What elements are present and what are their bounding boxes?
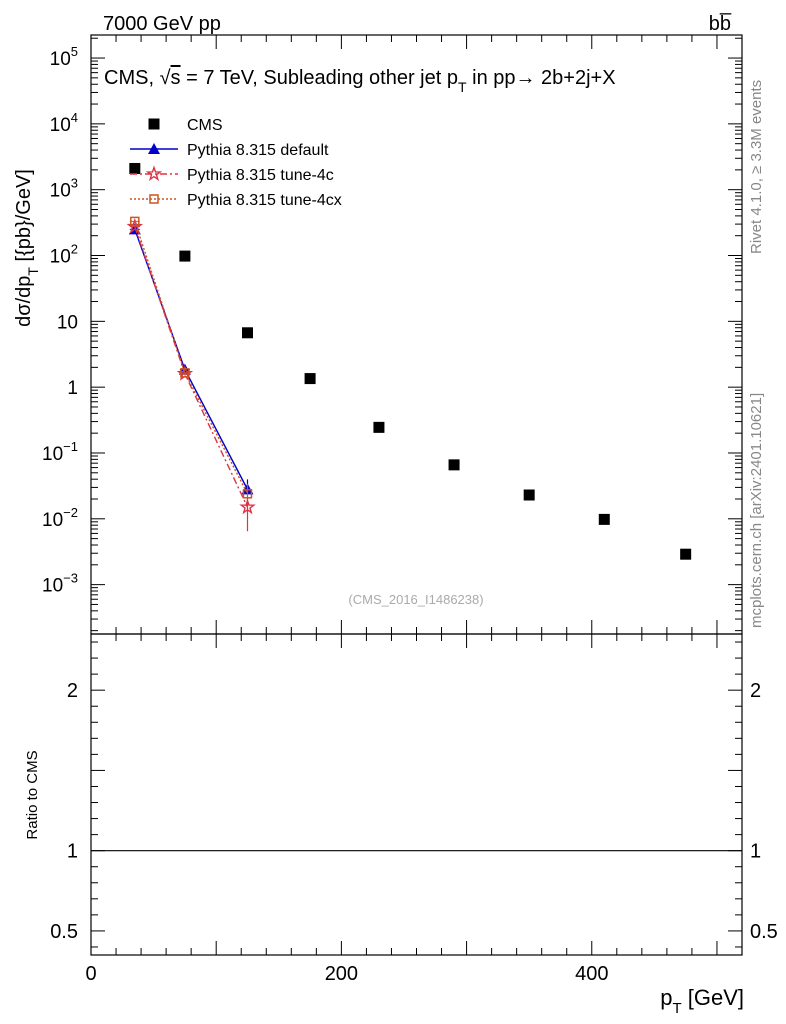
- series-line: [134, 229, 249, 490]
- y-tick-label: 10−1: [42, 439, 78, 465]
- y-tick-label: 105: [50, 44, 78, 70]
- title-prefix: CMS,: [104, 67, 160, 89]
- y-tick-label-exponent: 4: [71, 110, 78, 125]
- data-point: [373, 421, 385, 433]
- y-tick-label: 10−2: [42, 505, 78, 531]
- data-point: [130, 216, 140, 227]
- ratio-tick-label-left: 1: [67, 841, 78, 863]
- x-axis-label-sub: T: [672, 1000, 681, 1017]
- axis-ticks: [90, 35, 743, 955]
- data-point: [448, 459, 460, 471]
- data-point: [180, 368, 190, 378]
- analysis-watermark: (CMS_2016_I1486238): [348, 592, 483, 607]
- legend-marker: [145, 165, 163, 182]
- series-line: [134, 226, 249, 508]
- y-tick-label-base: 10: [57, 312, 78, 333]
- x-axis-label: pT [GeV]: [660, 985, 744, 1017]
- header-energy-label: 7000 GeV pp: [103, 13, 221, 35]
- series-pythia-8-315-tune-4c: [126, 217, 256, 532]
- legend-marker: [149, 194, 159, 204]
- legend-label: Pythia 8.315 tune-4cx: [187, 192, 342, 209]
- y-tick-label: 10: [57, 312, 78, 333]
- x-axis-label-unit: [GeV]: [682, 985, 744, 1010]
- y-tick-label: 102: [50, 242, 78, 268]
- y-tick-label: 1: [67, 378, 78, 399]
- y-tick-label-exponent: 5: [71, 44, 78, 59]
- y-axis-label: dσ/dpT [{pb}/GeV]: [13, 169, 41, 327]
- y-tick-label: 103: [50, 176, 78, 202]
- series-cms: [129, 162, 692, 560]
- legend-label: Pythia 8.315 default: [187, 142, 329, 159]
- y-tick-label-exponent: −3: [63, 571, 78, 586]
- legend-marker: [148, 118, 160, 130]
- y-tick-label-base: 10: [50, 115, 71, 136]
- ratio-tick-label-right: 0.5: [750, 921, 778, 943]
- ratio-tick-label-right: 1: [750, 841, 761, 863]
- title-sub: T: [458, 79, 467, 95]
- data-point: [523, 489, 535, 501]
- data-point: [304, 373, 316, 385]
- title-sqrt: √: [160, 67, 171, 89]
- rivet-version-label: Rivet 4.1.0, ≥ 3.3M events: [748, 80, 765, 254]
- legend-label: Pythia 8.315 tune-4c: [187, 167, 334, 184]
- ratio-axis-label: Ratio to CMS: [24, 750, 41, 839]
- ratio-plot-frame: [90, 633, 743, 956]
- data-series: [126, 162, 692, 560]
- y-tick-label-base: 10: [42, 576, 63, 597]
- y-tick-label-exponent: −1: [63, 439, 78, 454]
- header-process-label: bb̅: [709, 12, 732, 35]
- data-point: [242, 489, 253, 499]
- title-mid: = 7 TeV, Subleading other jet p: [181, 67, 458, 89]
- title-suffix: in pp→ 2b+2j+X: [467, 67, 616, 89]
- y-tick-label: 104: [50, 110, 78, 136]
- y-tick-label-base: 10: [50, 181, 71, 202]
- legend-entry: Pythia 8.315 default: [130, 142, 329, 159]
- series-pythia-8-315-default: [128, 223, 254, 496]
- data-point: [129, 162, 141, 174]
- x-tick-label: 0: [85, 963, 96, 985]
- x-axis-label-main: p: [660, 985, 672, 1010]
- data-point: [239, 498, 256, 515]
- data-point: [179, 250, 191, 262]
- y-axis-label-main: dσ/dp: [13, 276, 35, 327]
- legend-marker: [148, 143, 160, 154]
- x-tick-label: 400: [575, 963, 608, 985]
- series-line: [134, 221, 249, 495]
- data-point: [598, 513, 610, 525]
- y-axis-label-sub: T: [25, 267, 41, 276]
- legend-label: CMS: [187, 117, 223, 134]
- y-tick-label: 10−3: [42, 571, 78, 597]
- y-tick-label-exponent: 3: [71, 176, 78, 191]
- ratio-tick-label-left: 0.5: [50, 921, 78, 943]
- y-tick-label-base: 1: [67, 378, 78, 399]
- y-tick-label-base: 10: [42, 444, 63, 465]
- x-tick-label: 200: [325, 963, 358, 985]
- legend-entry: Pythia 8.315 tune-4c: [130, 165, 334, 184]
- title-s: s: [171, 67, 181, 89]
- y-tick-label-exponent: −2: [63, 505, 78, 520]
- y-tick-label-base: 10: [50, 49, 71, 70]
- ratio-tick-label-right: 2: [750, 680, 761, 702]
- legend-entry: Pythia 8.315 tune-4cx: [130, 192, 342, 209]
- mcplots-label: mcplots.cern.ch [arXiv:2401.10621]: [748, 393, 765, 628]
- data-point: [241, 327, 253, 339]
- data-point: [680, 548, 692, 560]
- y-axis-label-unit: [{pb}/GeV]: [13, 169, 35, 267]
- chart-title: CMS, √s = 7 TeV, Subleading other jet pT…: [104, 67, 616, 95]
- y-tick-label-base: 10: [42, 510, 63, 531]
- y-tick-label-exponent: 2: [71, 242, 78, 257]
- legend-entry: CMS: [148, 117, 223, 134]
- series-pythia-8-315-tune-4cx: [129, 216, 253, 500]
- ratio-tick-label-left: 2: [67, 680, 78, 702]
- y-tick-label-base: 10: [50, 247, 71, 268]
- legend: CMS Pythia 8.315 default Pythia 8.315 tune…: [130, 117, 342, 209]
